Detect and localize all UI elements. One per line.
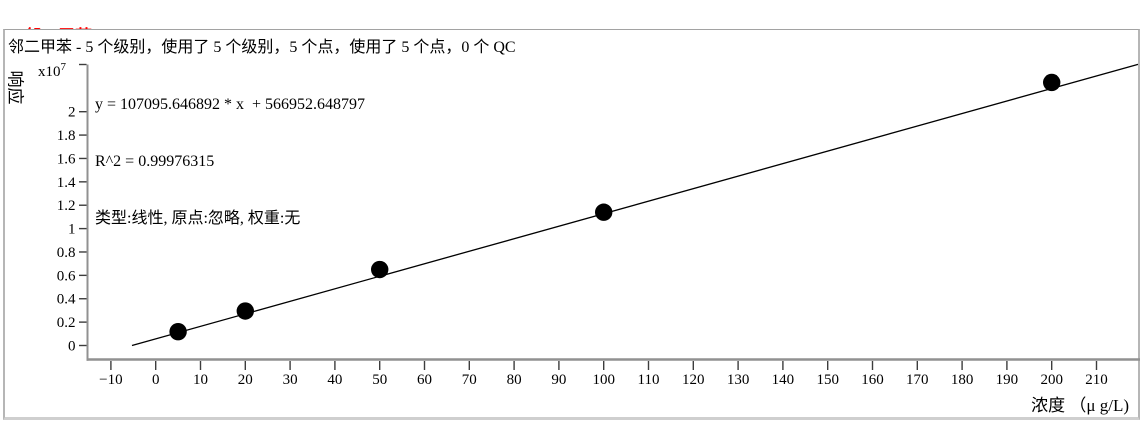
y-tick-label: 1.2 bbox=[57, 198, 76, 214]
x-tick-label: 200 bbox=[1040, 372, 1063, 388]
x-tick-label: 40 bbox=[327, 372, 342, 388]
y-tick-label: 0 bbox=[68, 339, 76, 355]
y-tick-label: 1.8 bbox=[57, 128, 76, 144]
x-tick-label: 30 bbox=[283, 372, 298, 388]
data-point bbox=[169, 323, 187, 341]
x-axis-title: 浓度 （μ g/L) bbox=[1031, 396, 1129, 415]
fit-settings-line: 类型:线性, 原点:忽略, 权重:无 bbox=[95, 210, 301, 227]
x-tick-label: 120 bbox=[682, 372, 705, 388]
data-point bbox=[1043, 73, 1061, 92]
x-tick-label: 50 bbox=[372, 372, 387, 388]
x-tick-label: 150 bbox=[816, 372, 839, 388]
fit-equation-block: y = 107095.646892 * x + 566952.648797 R^… bbox=[95, 57, 365, 266]
y-tick-label: 1.6 bbox=[57, 151, 76, 167]
y-tick-label: 2 bbox=[68, 105, 76, 121]
y-scale-exponent: 7 bbox=[60, 61, 67, 73]
curve-summary-text: 邻二甲苯 - 5 个级别，使用了 5 个级别，5 个点，使用了 5 个点，0 个… bbox=[8, 39, 516, 56]
y-tick-label: 0.2 bbox=[57, 315, 76, 331]
x-tick-label: 160 bbox=[861, 372, 884, 388]
y-tick-label: 0.6 bbox=[57, 268, 76, 284]
x-tick-label: 170 bbox=[906, 372, 929, 388]
y-tick-label: 0.8 bbox=[57, 245, 76, 261]
fit-equation-line: y = 107095.646892 * x + 566952.648797 bbox=[95, 96, 366, 113]
y-axis-scale-label: x107 bbox=[38, 61, 66, 81]
data-point bbox=[595, 203, 613, 221]
x-tick-label: 110 bbox=[638, 372, 660, 388]
x-tick-label: 0 bbox=[152, 372, 160, 388]
x-tick-label: 190 bbox=[996, 372, 1019, 388]
x-tick-label: 20 bbox=[238, 372, 253, 388]
x-tick-label: 130 bbox=[727, 372, 750, 388]
data-point bbox=[236, 302, 254, 320]
plot-panel bbox=[3, 29, 1140, 420]
x-tick-label: 60 bbox=[417, 372, 432, 388]
y-scale-base: x10 bbox=[38, 64, 61, 80]
x-tick-label: 80 bbox=[507, 372, 522, 388]
x-tick-label: 140 bbox=[772, 372, 795, 388]
x-tick-label: 90 bbox=[551, 372, 566, 388]
x-tick-label: 70 bbox=[462, 372, 477, 388]
y-tick-label: 1 bbox=[68, 222, 76, 238]
x-tick-label: 100 bbox=[592, 372, 615, 388]
x-tick-label: 180 bbox=[951, 372, 974, 388]
x-tick-label: −10 bbox=[99, 372, 122, 388]
y-tick-label: 0.4 bbox=[57, 292, 76, 308]
x-tick-label: 10 bbox=[193, 372, 208, 388]
regression-line bbox=[131, 63, 1139, 347]
data-point bbox=[371, 260, 389, 279]
fit-r-squared-line: R^2 = 0.99976315 bbox=[95, 153, 215, 170]
x-tick-label: 210 bbox=[1085, 372, 1108, 388]
y-tick-label: 1.4 bbox=[57, 175, 76, 191]
